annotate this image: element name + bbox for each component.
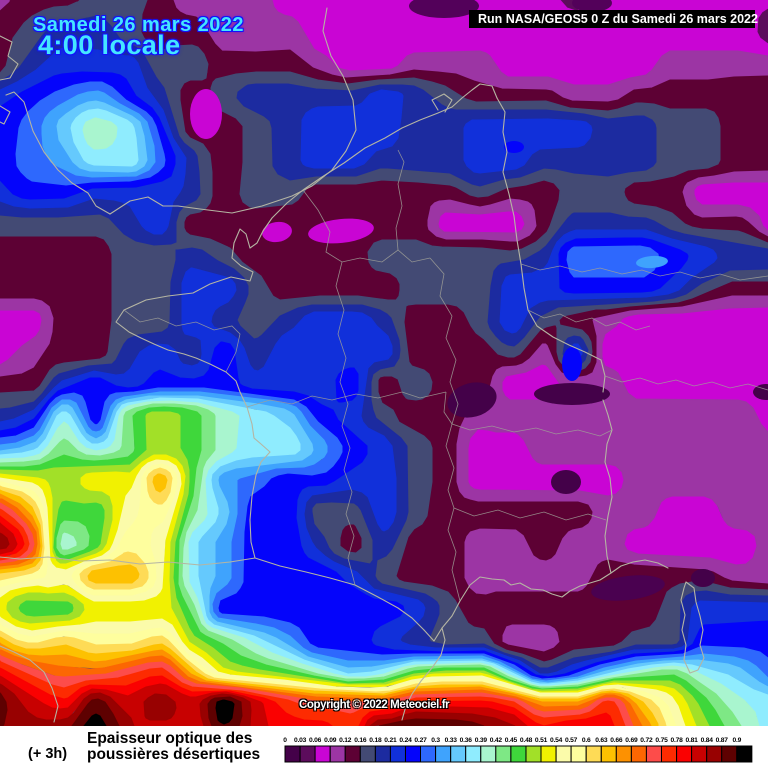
- svg-text:0.18: 0.18: [369, 737, 382, 744]
- svg-text:0.75: 0.75: [655, 737, 668, 744]
- svg-text:0.78: 0.78: [670, 737, 683, 744]
- svg-text:0: 0: [283, 737, 287, 744]
- svg-text:0.3: 0.3: [431, 737, 440, 744]
- svg-text:0.03: 0.03: [294, 737, 307, 744]
- svg-text:0.51: 0.51: [535, 737, 548, 744]
- svg-text:0.81: 0.81: [685, 737, 698, 744]
- svg-text:0.27: 0.27: [414, 737, 427, 744]
- svg-text:0.21: 0.21: [384, 737, 397, 744]
- svg-text:0.24: 0.24: [399, 737, 412, 744]
- svg-text:0.33: 0.33: [445, 737, 458, 744]
- svg-text:0.06: 0.06: [309, 737, 322, 744]
- svg-text:0.36: 0.36: [460, 737, 473, 744]
- svg-text:0.09: 0.09: [324, 737, 337, 744]
- svg-text:0.48: 0.48: [520, 737, 533, 744]
- svg-text:0.54: 0.54: [550, 737, 563, 744]
- svg-text:0.69: 0.69: [625, 737, 638, 744]
- svg-text:0.45: 0.45: [505, 737, 518, 744]
- svg-text:0.39: 0.39: [475, 737, 488, 744]
- svg-text:0.42: 0.42: [490, 737, 503, 744]
- svg-text:0.66: 0.66: [610, 737, 623, 744]
- svg-text:0.63: 0.63: [595, 737, 608, 744]
- svg-text:0.57: 0.57: [565, 737, 578, 744]
- svg-text:0.87: 0.87: [716, 737, 729, 744]
- svg-text:0.84: 0.84: [701, 737, 714, 744]
- svg-text:0.72: 0.72: [640, 737, 653, 744]
- svg-text:0.12: 0.12: [339, 737, 352, 744]
- svg-text:0.6: 0.6: [582, 737, 591, 744]
- svg-text:0.16: 0.16: [354, 737, 367, 744]
- svg-text:0.9: 0.9: [732, 737, 741, 744]
